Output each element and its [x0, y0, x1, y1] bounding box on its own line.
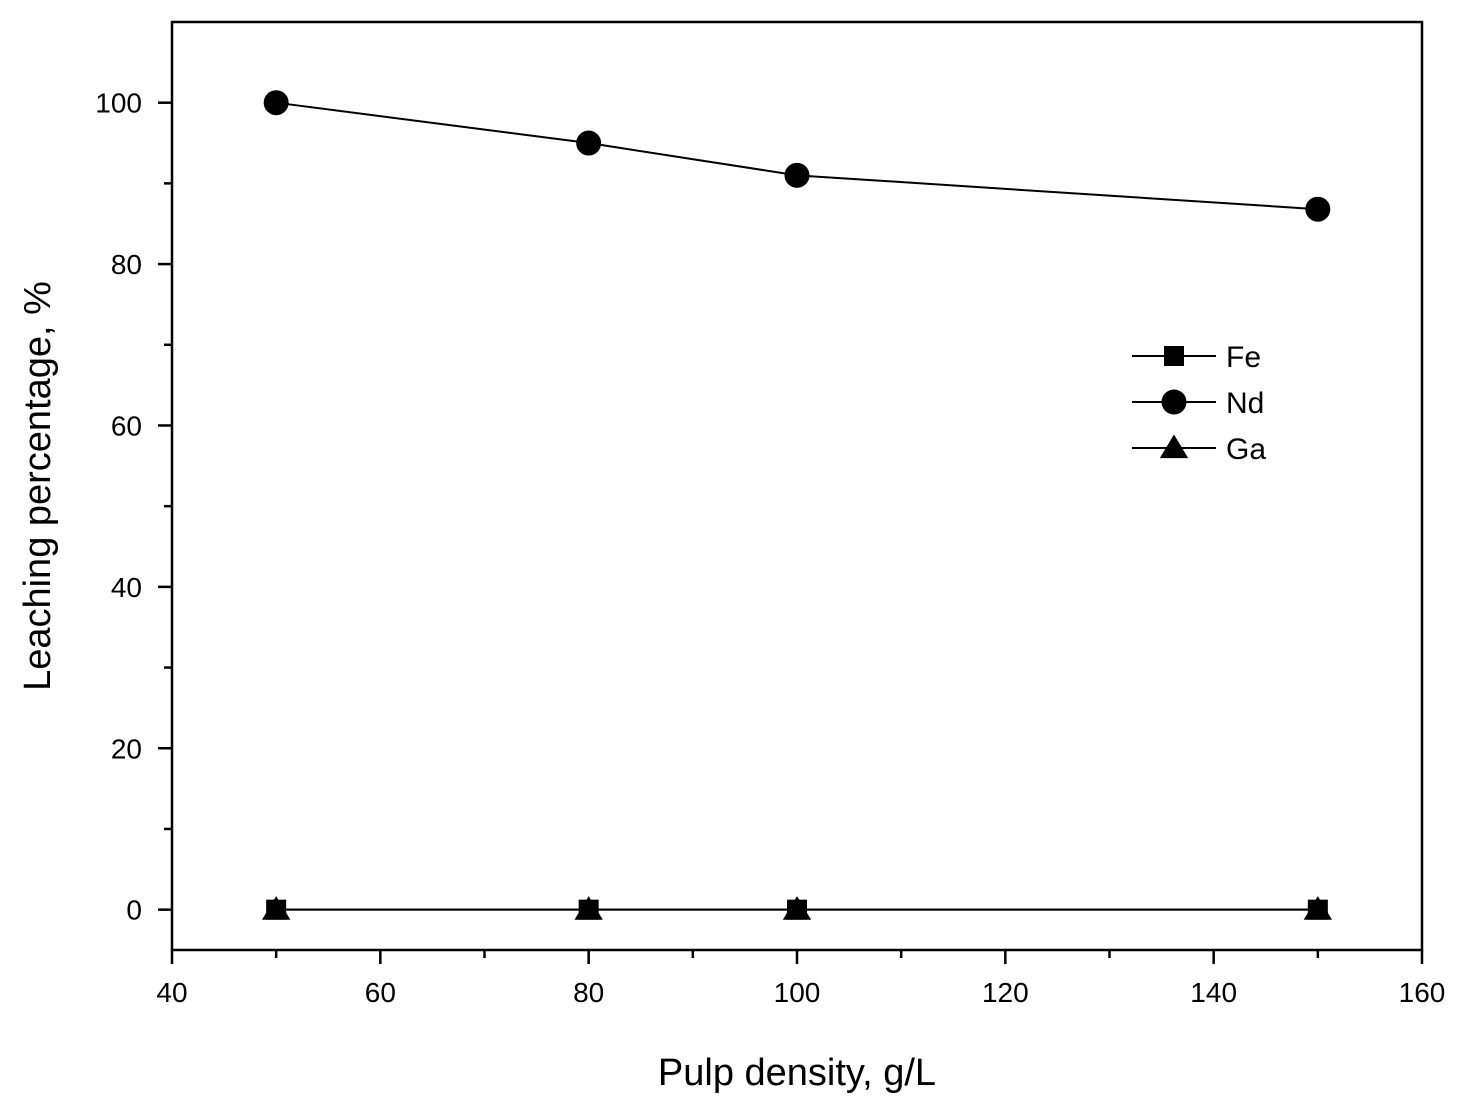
point-nd — [784, 162, 810, 188]
point-ga — [782, 896, 812, 920]
legend-marker-fe — [1164, 346, 1184, 366]
point-nd — [1305, 196, 1331, 222]
point-nd — [263, 90, 289, 116]
y-tick-label: 40 — [111, 572, 142, 603]
legend-label-nd: Nd — [1226, 387, 1264, 420]
y-tick-label: 0 — [126, 895, 142, 926]
x-tick-label: 160 — [1399, 977, 1446, 1008]
point-ga — [1303, 896, 1333, 920]
legend: Fe Nd Ga — [1132, 341, 1266, 466]
y-tick-label: 20 — [111, 733, 142, 764]
y-axis-ticks: 0 20 40 60 80 100 — [95, 88, 172, 926]
series-layer — [261, 90, 1333, 920]
point-ga — [574, 896, 603, 920]
y-tick-label: 80 — [111, 249, 142, 280]
x-tick-label: 140 — [1190, 977, 1237, 1008]
legend-label-ga: Ga — [1226, 433, 1266, 466]
plot-frame — [170, 20, 1424, 952]
point-nd — [576, 130, 602, 156]
y-tick-label: 60 — [111, 410, 142, 441]
x-tick-label: 100 — [774, 977, 821, 1008]
x-axis-ticks: 40 60 80 100 120 140 160 — [156, 950, 1445, 1008]
series-line-nd — [276, 101, 1318, 211]
legend-marker-ga — [1159, 434, 1189, 459]
point-ga — [261, 896, 291, 920]
x-tick-label: 40 — [156, 977, 187, 1008]
legend-label-fe: Fe — [1226, 341, 1261, 374]
x-tick-label: 120 — [982, 977, 1029, 1008]
x-axis-title: Pulp density, g/L — [658, 1052, 936, 1094]
y-axis-title: Leaching percentage, % — [17, 281, 59, 691]
legend-marker-nd — [1161, 389, 1187, 415]
x-tick-label: 80 — [573, 977, 604, 1008]
x-tick-label: 60 — [365, 977, 396, 1008]
y-tick-label: 100 — [95, 88, 142, 119]
